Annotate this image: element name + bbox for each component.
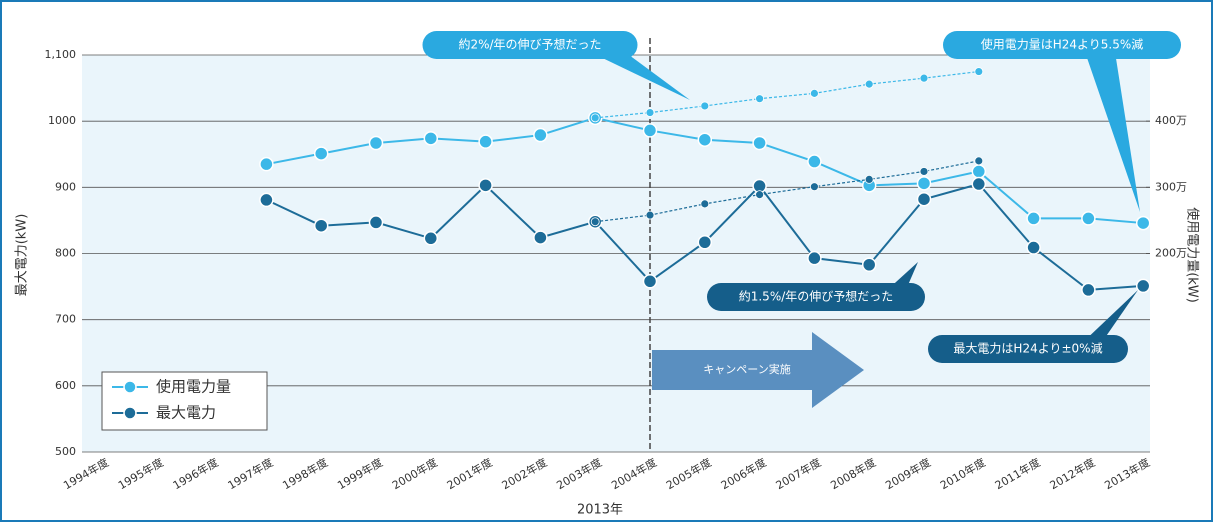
data-point: [642, 123, 658, 138]
data-point: [642, 274, 658, 289]
callout-box: [422, 31, 638, 59]
y-tick-label: 700: [55, 313, 76, 326]
data-point: [1026, 211, 1041, 226]
data-point: [645, 210, 655, 220]
data-point: [807, 250, 822, 266]
data-point: [700, 199, 710, 209]
y-tick-label: 500: [55, 445, 76, 458]
y2-tick-label: 300万: [1155, 180, 1187, 193]
y2-tick-label: 200万: [1155, 247, 1187, 260]
data-point: [864, 79, 874, 89]
legend-label: 最大電力: [156, 404, 216, 422]
data-point: [807, 154, 822, 169]
y-tick-label: 1000: [48, 114, 76, 127]
campaign-arrow: [652, 332, 864, 408]
y2-tick-label: 400万: [1155, 114, 1187, 127]
campaign-label: キャンペーン実施: [703, 362, 790, 376]
data-point: [313, 146, 329, 161]
data-point: [752, 135, 767, 151]
data-point: [590, 217, 600, 227]
projection-line: [595, 70, 979, 119]
data-point: [810, 88, 819, 98]
y-axis-label: 最大電力(kW): [15, 214, 30, 297]
data-point: [810, 182, 819, 192]
data-point: [974, 156, 984, 166]
data-point: [259, 192, 274, 208]
data-point: [919, 73, 929, 83]
data-point: [974, 67, 984, 76]
data-point: [697, 235, 713, 250]
data-point: [423, 131, 439, 146]
data-point: [1135, 215, 1151, 231]
callout-text: 約1.5%/年の伸び予想だった: [739, 289, 894, 304]
callout-box: [943, 31, 1181, 59]
data-point: [313, 218, 329, 233]
callout-pointer: [1085, 52, 1140, 212]
data-point: [864, 174, 874, 184]
callout-text: 使用電力量はH24より5.5%減: [981, 37, 1144, 52]
data-point: [1081, 282, 1096, 298]
data-point: [971, 164, 987, 179]
data-point: [533, 230, 548, 245]
data-point: [755, 94, 764, 104]
y-tick-label: 600: [55, 379, 76, 392]
data-point: [755, 190, 764, 200]
data-point: [478, 134, 493, 149]
data-point: [1135, 278, 1151, 294]
data-point: [861, 257, 877, 272]
callout-box: [707, 283, 925, 311]
data-point: [645, 108, 655, 117]
data-point: [971, 176, 987, 192]
data-point: [259, 156, 274, 172]
callout-text: 最大電力はH24より±0%減: [953, 341, 1102, 356]
data-point: [916, 191, 932, 207]
callout-box: [928, 335, 1128, 363]
data-point: [916, 176, 932, 191]
data-point: [423, 231, 439, 246]
callout-text: 約2%/年の伸び予想だった: [458, 37, 601, 52]
y-tick-label: 1,100: [45, 48, 77, 61]
data-point: [700, 101, 710, 111]
data-point: [368, 215, 384, 230]
callout-pointer: [1080, 290, 1138, 345]
y-tick-label: 800: [55, 247, 76, 260]
data-point: [697, 132, 713, 147]
data-point: [1026, 240, 1041, 255]
callout-pointer: [590, 52, 690, 100]
data-point: [478, 178, 493, 193]
x-axis-label: 2013年: [577, 503, 623, 518]
data-point: [368, 135, 384, 151]
data-point: [919, 167, 929, 176]
y2-axis-label: 使用電力量(kW): [1185, 207, 1201, 303]
data-point: [1081, 211, 1096, 226]
y-tick-label: 900: [55, 180, 76, 193]
legend-marker: [123, 380, 137, 394]
legend-marker: [123, 406, 137, 420]
legend-label: 使用電力量: [156, 378, 231, 396]
data-point: [533, 127, 548, 143]
data-point: [590, 113, 600, 123]
